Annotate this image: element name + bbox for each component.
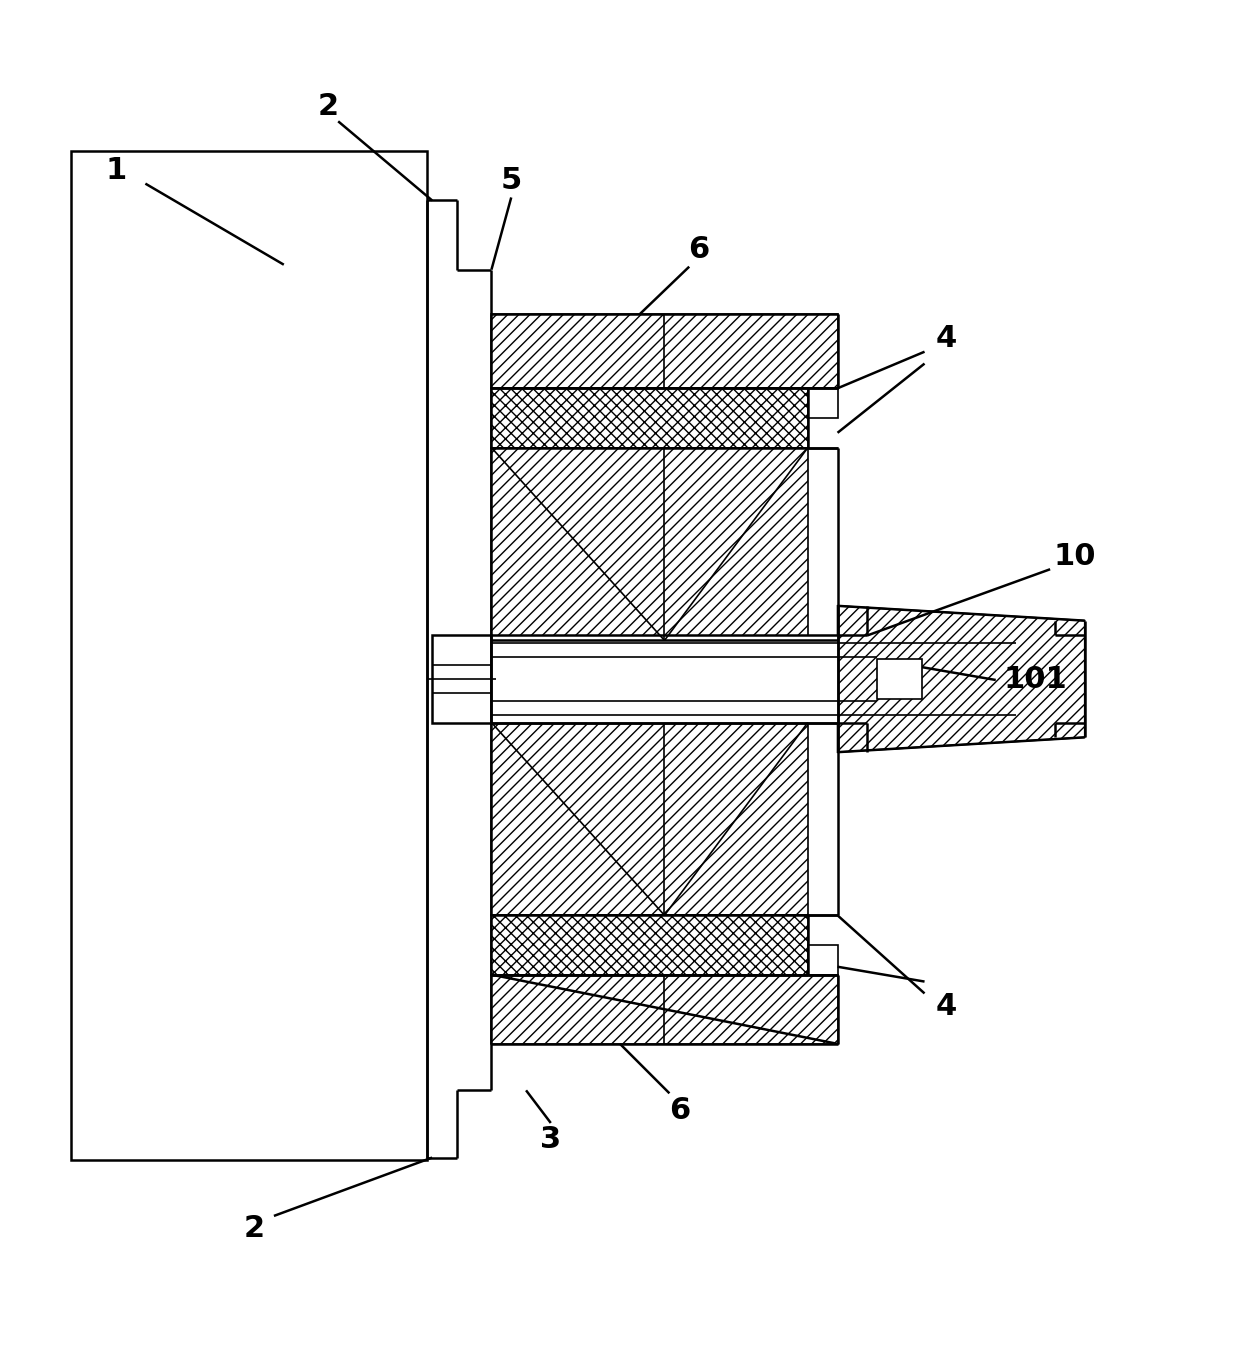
Bar (877, 659, 921, 699)
Text: 6: 6 (688, 235, 709, 265)
Bar (491, 314, 837, 388)
Bar (491, 636, 837, 722)
Text: 2: 2 (317, 92, 339, 121)
Text: 2: 2 (243, 1214, 264, 1244)
Text: 3: 3 (541, 1126, 562, 1154)
Bar (808, 945, 837, 975)
Bar (491, 448, 808, 641)
Bar (432, 636, 491, 722)
Text: 10: 10 (1054, 542, 1096, 570)
Text: 5: 5 (501, 166, 522, 196)
Bar (808, 388, 837, 418)
Text: 4: 4 (936, 325, 957, 353)
Bar (71, 151, 428, 1160)
Bar (491, 388, 808, 448)
Text: 4: 4 (936, 991, 957, 1021)
Polygon shape (837, 606, 1085, 752)
Bar (491, 975, 837, 1044)
Bar (491, 722, 808, 915)
Bar (491, 915, 808, 975)
Text: 6: 6 (668, 1096, 689, 1124)
Text: 101: 101 (1003, 665, 1068, 694)
Text: 1: 1 (105, 156, 126, 185)
